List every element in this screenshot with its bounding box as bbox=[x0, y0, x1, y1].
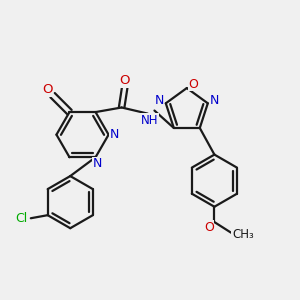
Text: Cl: Cl bbox=[16, 212, 28, 225]
Text: O: O bbox=[42, 83, 52, 96]
Text: O: O bbox=[189, 78, 199, 91]
Text: CH₃: CH₃ bbox=[232, 228, 254, 241]
Text: NH: NH bbox=[140, 114, 158, 127]
Text: N: N bbox=[110, 128, 119, 141]
Text: N: N bbox=[210, 94, 219, 107]
Text: O: O bbox=[204, 221, 214, 234]
Text: O: O bbox=[119, 74, 130, 87]
Text: N: N bbox=[92, 158, 102, 170]
Text: N: N bbox=[154, 94, 164, 107]
